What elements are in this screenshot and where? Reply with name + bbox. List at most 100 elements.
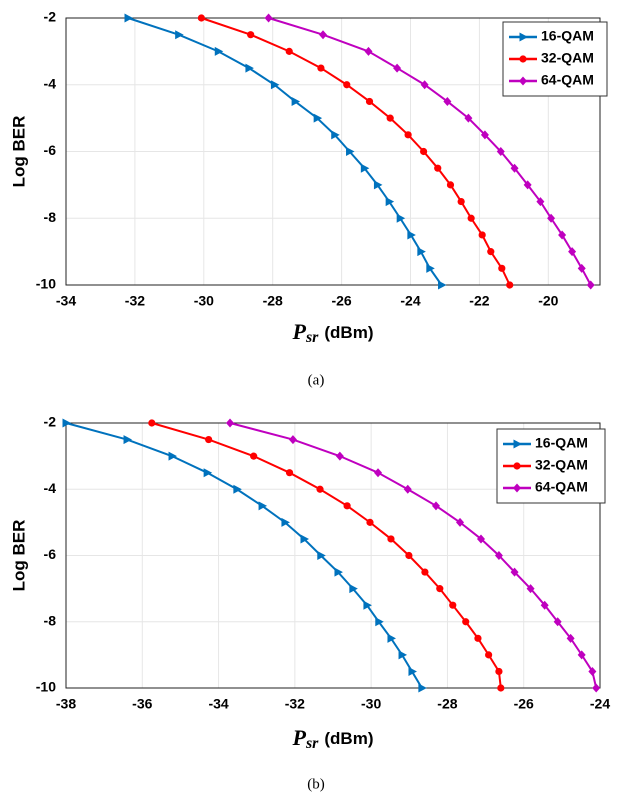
marker bbox=[496, 147, 505, 156]
marker bbox=[317, 551, 326, 560]
marker bbox=[523, 180, 532, 190]
marker bbox=[285, 47, 293, 55]
marker bbox=[464, 113, 473, 123]
marker bbox=[346, 147, 355, 156]
marker bbox=[360, 163, 370, 173]
marker bbox=[436, 585, 444, 593]
marker bbox=[558, 230, 567, 240]
marker bbox=[495, 667, 503, 676]
x-tick-label: -20 bbox=[538, 293, 558, 309]
marker bbox=[226, 418, 235, 428]
x-tick-label: -28 bbox=[437, 696, 457, 712]
y-tick-label: -4 bbox=[44, 75, 57, 91]
marker bbox=[62, 418, 71, 428]
legend-label: 16-QAM bbox=[535, 435, 588, 451]
marker bbox=[316, 485, 324, 493]
marker bbox=[373, 180, 383, 190]
marker bbox=[148, 419, 156, 427]
x-label-subscript: sr bbox=[305, 329, 319, 346]
marker bbox=[291, 96, 301, 106]
marker bbox=[474, 634, 482, 642]
marker bbox=[478, 231, 486, 239]
legend-label: 64-QAM bbox=[541, 72, 594, 88]
caption: (a) bbox=[308, 372, 325, 388]
marker bbox=[566, 633, 575, 643]
x-tick-label: -38 bbox=[56, 696, 76, 712]
marker bbox=[417, 247, 426, 257]
marker bbox=[547, 213, 556, 223]
marker bbox=[334, 567, 343, 577]
marker bbox=[363, 600, 372, 610]
x-label-symbol: P bbox=[291, 319, 306, 344]
marker bbox=[317, 64, 325, 72]
legend-marker bbox=[519, 55, 527, 63]
marker bbox=[446, 181, 455, 189]
chart: -10 -8 -6 -4 -2 -38 -36 -34 -32 -30 -28 -26 -24 16-QA… bbox=[9, 414, 610, 793]
legend-marker bbox=[519, 76, 527, 86]
legend-label: 32-QAM bbox=[541, 50, 594, 66]
marker bbox=[205, 435, 213, 444]
marker bbox=[124, 13, 134, 23]
x-tick-label: -30 bbox=[194, 293, 214, 309]
marker bbox=[467, 214, 475, 222]
marker bbox=[404, 131, 412, 139]
marker bbox=[343, 81, 351, 89]
marker bbox=[577, 263, 586, 273]
marker bbox=[456, 517, 465, 527]
x-tick-label: -32 bbox=[285, 696, 305, 712]
marker bbox=[498, 264, 506, 272]
marker bbox=[349, 584, 358, 594]
caption: (b) bbox=[307, 776, 325, 792]
marker bbox=[300, 534, 310, 544]
legend-label: 64-QAM bbox=[535, 479, 588, 495]
marker bbox=[506, 281, 514, 289]
marker bbox=[123, 435, 133, 445]
marker bbox=[335, 451, 344, 461]
marker bbox=[245, 63, 254, 73]
marker bbox=[197, 14, 205, 22]
marker bbox=[374, 468, 383, 478]
marker bbox=[568, 247, 577, 257]
x-tick-label: -32 bbox=[125, 293, 145, 309]
marker bbox=[586, 280, 595, 290]
marker bbox=[281, 517, 290, 527]
marker bbox=[408, 666, 417, 676]
x-tick-label: -30 bbox=[361, 696, 381, 712]
marker bbox=[250, 452, 258, 460]
marker bbox=[175, 30, 184, 40]
marker bbox=[264, 13, 273, 23]
x-axis-label: Psr (dBm) bbox=[291, 319, 373, 346]
x-tick-label: -36 bbox=[132, 696, 152, 712]
y-tick-label: -10 bbox=[36, 679, 56, 695]
x-tick-label: -26 bbox=[331, 293, 351, 309]
marker bbox=[485, 651, 493, 659]
marker bbox=[319, 30, 328, 40]
y-axis-label: Log BER bbox=[9, 116, 28, 188]
y-tick-label: -6 bbox=[44, 546, 57, 562]
marker bbox=[443, 96, 452, 106]
marker bbox=[592, 683, 601, 693]
marker bbox=[387, 535, 395, 543]
marker bbox=[526, 584, 535, 594]
x-label-unit: (dBm) bbox=[324, 729, 373, 748]
x-tick-label: -24 bbox=[400, 293, 420, 309]
marker bbox=[385, 197, 395, 207]
marker bbox=[487, 248, 495, 256]
y-tick-label: -10 bbox=[36, 276, 56, 292]
marker bbox=[387, 633, 396, 643]
marker bbox=[421, 568, 429, 576]
marker bbox=[285, 469, 294, 477]
marker bbox=[420, 147, 428, 156]
legend-marker bbox=[513, 483, 521, 493]
marker bbox=[270, 80, 280, 90]
marker bbox=[331, 130, 340, 140]
x-tick-label: -28 bbox=[263, 293, 283, 309]
marker bbox=[398, 650, 408, 660]
marker bbox=[426, 263, 435, 273]
x-label-unit: (dBm) bbox=[324, 323, 373, 342]
marker bbox=[457, 197, 465, 206]
legend-label: 16-QAM bbox=[541, 28, 594, 44]
marker bbox=[540, 600, 549, 610]
marker bbox=[393, 63, 402, 73]
